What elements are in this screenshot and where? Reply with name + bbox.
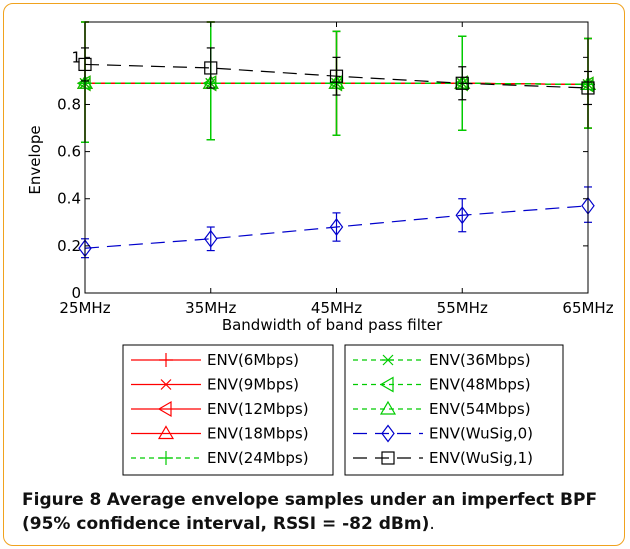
- figure-label: Figure 8: [22, 490, 102, 510]
- legend-label: ENV(54Mbps): [429, 400, 531, 418]
- y-tick-label: 0.4: [57, 190, 81, 208]
- legend-label: ENV(18Mbps): [207, 425, 309, 443]
- legend-label: ENV(WuSig,0): [429, 425, 533, 443]
- legend-label: ENV(36Mbps): [429, 351, 531, 369]
- legend-label: ENV(6Mbps): [207, 351, 299, 369]
- x-tick-label: 45MHz: [311, 299, 362, 317]
- legend-marker: [381, 424, 395, 443]
- y-tick-label: 1: [71, 48, 81, 66]
- data-point: [579, 76, 594, 93]
- legend-marker: [382, 354, 394, 366]
- legend-marker: [379, 400, 397, 415]
- legend-marker: [159, 353, 173, 367]
- x-tick-label: 65MHz: [562, 299, 613, 317]
- legend-box-1: ENV(36Mbps) ENV(48Mbps) ENV(54Mbps) ENV(WuS…: [344, 344, 564, 476]
- legend-marker: [157, 425, 175, 440]
- series-line: [84, 63, 589, 89]
- y-tick-label: 0.8: [57, 95, 81, 113]
- legend-label: ENV(24Mbps): [207, 449, 309, 467]
- legend-box-0: ENV(6Mbps) ENV(9Mbps) ENV(12Mbps) ENV(18Mbp…: [122, 344, 334, 476]
- data-point: [329, 218, 344, 237]
- legend-label: ENV(9Mbps): [207, 376, 299, 394]
- data-point: [329, 69, 344, 83]
- data-point: [204, 229, 218, 248]
- legend-marker: [157, 400, 172, 418]
- y-tick-label: 0: [71, 284, 81, 302]
- plot-layer: [76, 21, 597, 259]
- legend: ENV(6Mbps) ENV(9Mbps) ENV(12Mbps) ENV(18Mbp…: [122, 344, 564, 476]
- legend-marker: [160, 379, 172, 390]
- data-point: [455, 76, 469, 90]
- data-point: [328, 75, 343, 92]
- y-axis-label: Envelope: [26, 125, 44, 194]
- series-line: [84, 205, 589, 249]
- y-tick-label: 0.2: [57, 237, 81, 255]
- figure-title: Average envelope samples under an imperf…: [22, 490, 598, 534]
- legend-marker: [159, 451, 173, 465]
- legend-label: ENV(12Mbps): [207, 400, 309, 418]
- x-tick-label: 35MHz: [185, 299, 236, 317]
- x-tick-label: 25MHz: [59, 299, 110, 317]
- legend-marker: [381, 451, 395, 465]
- axes-layer: 0 0.2 0.4 0.6 0.8 1 25MHz 35MHz 45MHz 55MHz 65MHz: [57, 21, 614, 317]
- caption-tail: .: [429, 514, 435, 534]
- legend-marker: [379, 376, 394, 393]
- legend-frame: [122, 344, 334, 476]
- data-point: [455, 206, 469, 225]
- legend-frame: [344, 344, 564, 476]
- y-tick-label: 0.6: [57, 143, 81, 161]
- x-tick-label: 55MHz: [437, 299, 488, 317]
- data-point: [204, 61, 218, 75]
- legend-label: ENV(WuSig,1): [429, 449, 533, 467]
- legend-label: ENV(48Mbps): [429, 376, 531, 394]
- x-axis-label: Bandwidth of band pass filter: [222, 316, 443, 334]
- figure-caption: Figure 8 Average envelope samples under …: [22, 488, 612, 536]
- series-8: [78, 186, 595, 259]
